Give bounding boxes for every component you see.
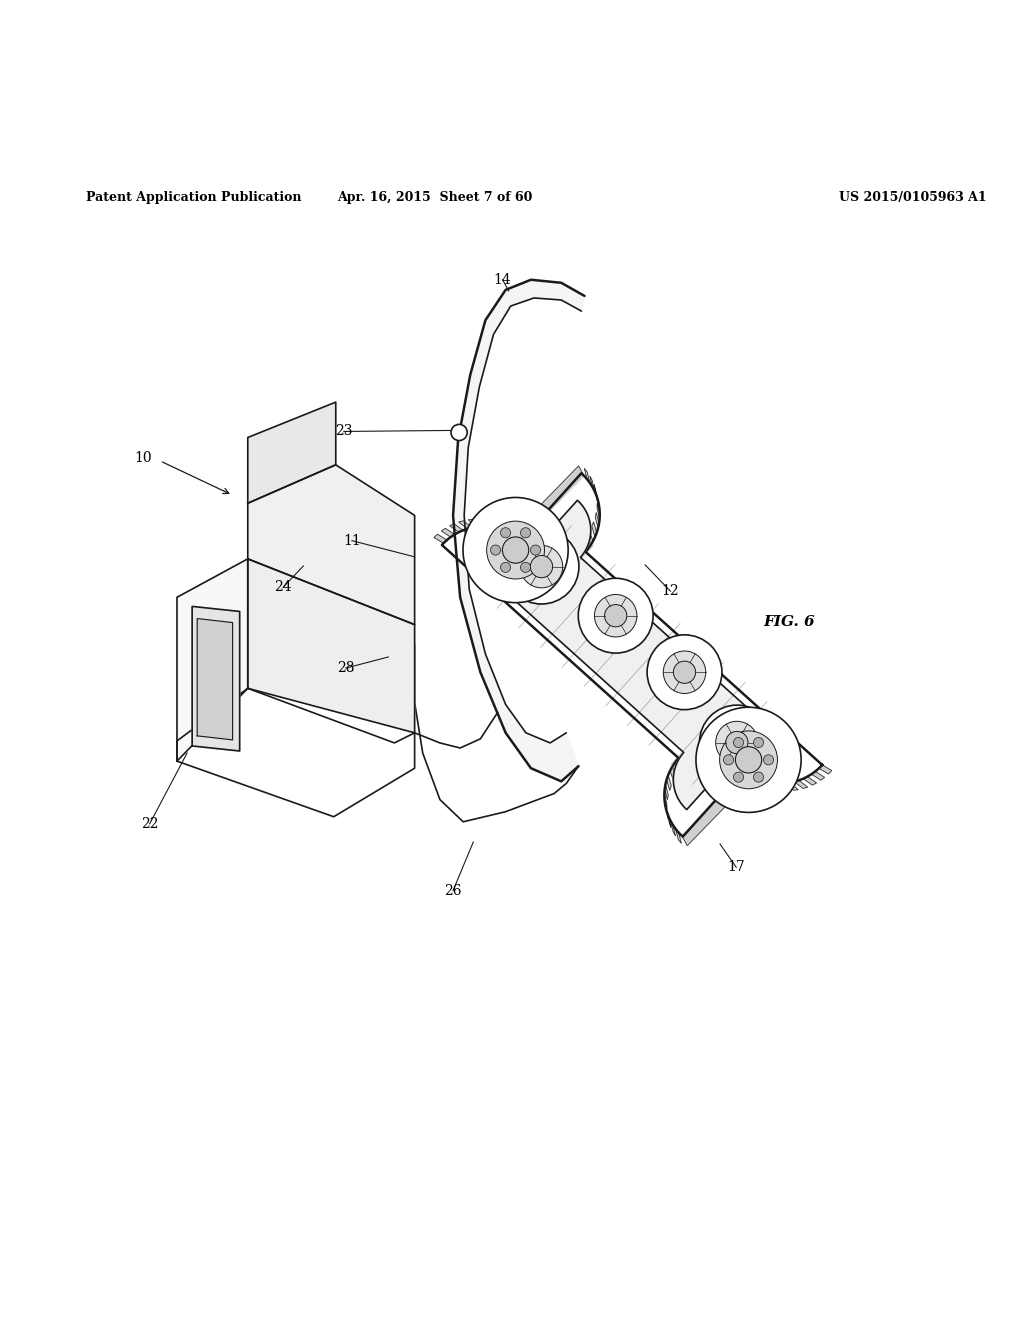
- Circle shape: [503, 537, 528, 564]
- Circle shape: [716, 721, 758, 764]
- Polygon shape: [248, 465, 415, 624]
- Polygon shape: [785, 783, 799, 791]
- Polygon shape: [592, 521, 597, 537]
- Polygon shape: [177, 688, 415, 817]
- Polygon shape: [803, 776, 816, 785]
- Polygon shape: [766, 781, 779, 789]
- Polygon shape: [497, 523, 509, 533]
- Text: 22: 22: [141, 817, 159, 830]
- Circle shape: [579, 578, 653, 653]
- Polygon shape: [675, 759, 682, 774]
- Polygon shape: [594, 484, 598, 500]
- Circle shape: [504, 529, 579, 605]
- Polygon shape: [487, 520, 500, 529]
- Polygon shape: [478, 519, 490, 527]
- Circle shape: [647, 635, 722, 710]
- Polygon shape: [750, 774, 761, 784]
- Polygon shape: [682, 771, 751, 846]
- Circle shape: [486, 521, 545, 579]
- Circle shape: [595, 594, 637, 638]
- Text: 24: 24: [274, 581, 292, 594]
- Text: 14: 14: [494, 273, 511, 286]
- Text: 11: 11: [343, 533, 360, 548]
- Text: 26: 26: [444, 883, 462, 898]
- Text: 17: 17: [727, 861, 745, 874]
- Circle shape: [720, 731, 777, 789]
- Polygon shape: [177, 558, 248, 762]
- Circle shape: [463, 498, 568, 603]
- Text: 10: 10: [135, 450, 153, 465]
- Text: 12: 12: [662, 585, 679, 598]
- Circle shape: [726, 731, 748, 754]
- Circle shape: [733, 738, 743, 747]
- Circle shape: [764, 755, 773, 764]
- Circle shape: [520, 545, 563, 587]
- Circle shape: [674, 661, 695, 684]
- Polygon shape: [459, 521, 472, 529]
- Text: FIG. 6: FIG. 6: [764, 615, 815, 628]
- Polygon shape: [667, 812, 671, 828]
- Circle shape: [530, 556, 553, 578]
- Circle shape: [724, 755, 733, 764]
- Polygon shape: [198, 619, 232, 741]
- Circle shape: [696, 708, 801, 812]
- Circle shape: [699, 705, 774, 780]
- Polygon shape: [505, 527, 517, 537]
- Polygon shape: [585, 469, 590, 483]
- Text: 23: 23: [335, 425, 352, 438]
- Polygon shape: [819, 764, 831, 774]
- Polygon shape: [470, 500, 795, 809]
- Polygon shape: [450, 524, 463, 532]
- Polygon shape: [795, 780, 808, 788]
- Polygon shape: [468, 520, 481, 527]
- Circle shape: [451, 424, 467, 441]
- Polygon shape: [676, 829, 681, 843]
- Circle shape: [664, 651, 706, 693]
- Circle shape: [754, 772, 764, 783]
- Polygon shape: [758, 777, 770, 788]
- Polygon shape: [453, 280, 585, 781]
- Polygon shape: [665, 784, 669, 800]
- Polygon shape: [596, 494, 599, 510]
- Polygon shape: [665, 793, 667, 809]
- Circle shape: [520, 562, 530, 573]
- Polygon shape: [670, 767, 676, 781]
- Text: US 2015/0105963 A1: US 2015/0105963 A1: [840, 191, 987, 205]
- Polygon shape: [667, 775, 672, 791]
- Circle shape: [501, 562, 511, 573]
- Text: Patent Application Publication: Patent Application Publication: [86, 191, 301, 205]
- Polygon shape: [442, 473, 822, 837]
- Circle shape: [735, 747, 762, 774]
- Polygon shape: [811, 771, 824, 780]
- Polygon shape: [581, 539, 588, 552]
- Text: Apr. 16, 2015  Sheet 7 of 60: Apr. 16, 2015 Sheet 7 of 60: [337, 191, 532, 205]
- Polygon shape: [587, 531, 593, 545]
- Circle shape: [490, 545, 501, 556]
- Circle shape: [520, 528, 530, 537]
- Polygon shape: [515, 466, 584, 541]
- Polygon shape: [590, 477, 595, 491]
- Circle shape: [733, 772, 743, 783]
- Polygon shape: [193, 606, 240, 751]
- Polygon shape: [595, 512, 599, 528]
- Text: 28: 28: [337, 661, 354, 675]
- Polygon shape: [775, 783, 788, 791]
- Polygon shape: [665, 803, 668, 818]
- Polygon shape: [441, 528, 455, 537]
- Polygon shape: [597, 503, 600, 519]
- Circle shape: [754, 738, 764, 747]
- Circle shape: [501, 528, 511, 537]
- Polygon shape: [248, 558, 415, 733]
- Polygon shape: [671, 821, 676, 836]
- Circle shape: [530, 545, 541, 556]
- Circle shape: [604, 605, 627, 627]
- Polygon shape: [434, 535, 446, 544]
- Polygon shape: [248, 403, 336, 503]
